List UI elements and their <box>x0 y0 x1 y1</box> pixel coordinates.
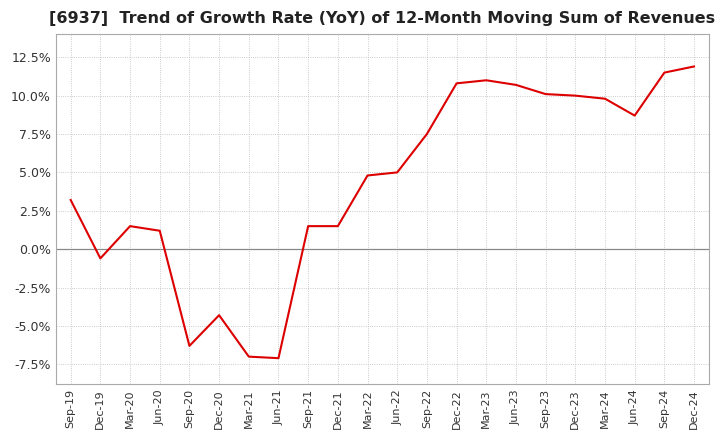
Title: [6937]  Trend of Growth Rate (YoY) of 12-Month Moving Sum of Revenues: [6937] Trend of Growth Rate (YoY) of 12-… <box>49 11 716 26</box>
